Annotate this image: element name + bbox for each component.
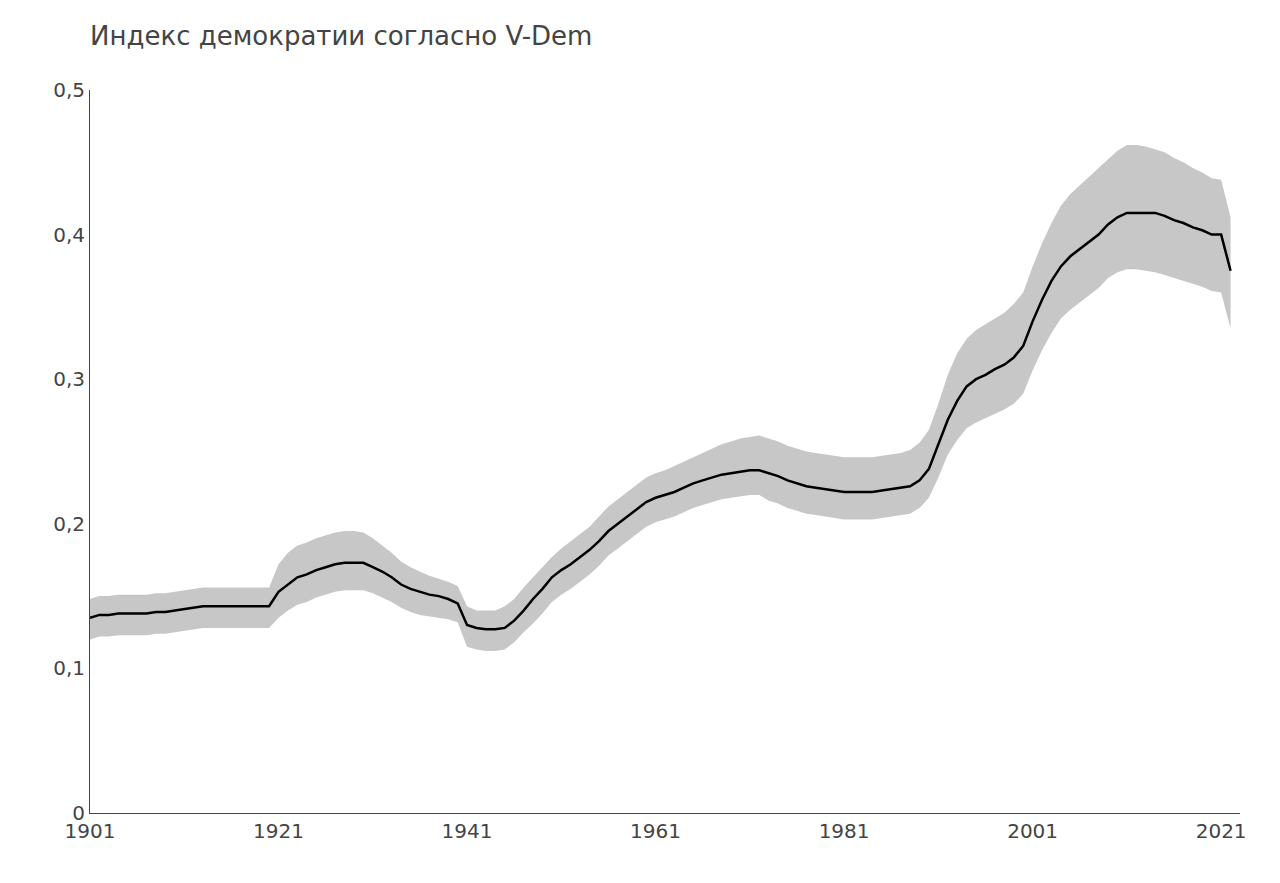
svg-text:1941: 1941 <box>442 819 493 843</box>
svg-text:0,2: 0,2 <box>53 512 85 536</box>
svg-text:2021: 2021 <box>1196 819 1247 843</box>
svg-text:1901: 1901 <box>65 819 116 843</box>
svg-text:0: 0 <box>72 801 85 825</box>
svg-text:Индекс демократии согласно V-D: Индекс демократии согласно V-Dem <box>90 21 592 51</box>
svg-text:1981: 1981 <box>819 819 870 843</box>
svg-text:0,3: 0,3 <box>53 367 85 391</box>
svg-text:0,5: 0,5 <box>53 78 85 102</box>
svg-text:0,4: 0,4 <box>53 223 85 247</box>
svg-text:1921: 1921 <box>253 819 304 843</box>
svg-text:1961: 1961 <box>630 819 681 843</box>
svg-text:2001: 2001 <box>1007 819 1058 843</box>
svg-text:0,1: 0,1 <box>53 656 85 680</box>
